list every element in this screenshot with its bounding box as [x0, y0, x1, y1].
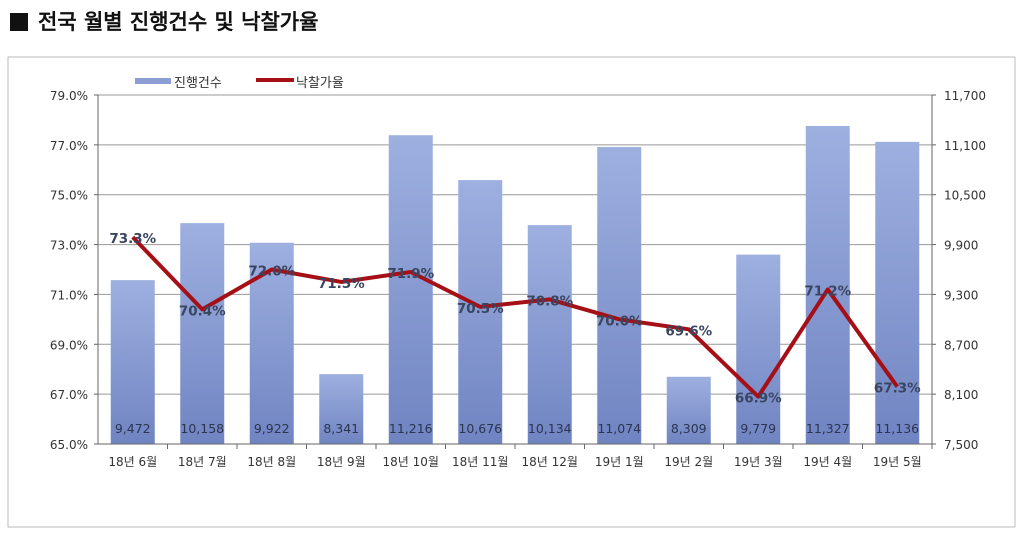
- bar: [319, 374, 364, 444]
- x-tick-label: 19년 1월: [595, 455, 644, 469]
- line-value-label: 70.4%: [179, 303, 226, 319]
- y-left-tick-label: 69.0%: [50, 338, 88, 352]
- x-tick-label: 19년 3월: [734, 455, 783, 469]
- line-value-label: 70.5%: [457, 301, 504, 317]
- chart-border: [7, 56, 1016, 528]
- bar-value-label: 9,922: [254, 421, 290, 436]
- title-text: 전국 월별 진행건수 및 낙찰가율: [38, 10, 319, 34]
- y-left-tick-label: 71.0%: [50, 288, 88, 302]
- x-tick-label: 18년 6월: [108, 455, 157, 469]
- y-right-tick-label: 7,500: [944, 438, 978, 452]
- page-title: 전국 월별 진행건수 및 낙찰가율: [10, 6, 318, 36]
- line-value-label: 67.3%: [874, 381, 921, 397]
- line-value-label: 71.5%: [318, 276, 365, 292]
- x-tick-label: 19년 5월: [873, 455, 922, 469]
- y-left-tick-label: 65.0%: [50, 438, 88, 452]
- bar: [110, 280, 155, 444]
- x-tick-label: 18년 7월: [178, 455, 227, 469]
- bar: [805, 125, 850, 445]
- legend-bar-swatch: [135, 78, 171, 84]
- y-right-tick-label: 8,700: [944, 338, 978, 352]
- line-value-label: 69.6%: [665, 323, 712, 339]
- y-right-tick-label: 11,700: [944, 89, 986, 103]
- x-tick-label: 19년 4월: [803, 455, 852, 469]
- line-series: [131, 235, 899, 399]
- bar: [180, 223, 225, 444]
- y-right-tick-label: 10,500: [944, 189, 986, 203]
- bar-value-label: 11,136: [875, 421, 919, 436]
- bar-value-label: 9,472: [115, 421, 151, 436]
- bar-value-label: 11,216: [389, 421, 433, 436]
- bar: [736, 254, 781, 444]
- line-value-label: 72.0%: [248, 264, 295, 280]
- x-tick-label: 18년 12월: [522, 455, 578, 469]
- x-tick-label: 18년 9월: [317, 455, 366, 469]
- line-value-label: 70.8%: [526, 293, 573, 309]
- line-value-label: 66.9%: [735, 391, 782, 407]
- x-tick-label: 18년 10월: [383, 455, 439, 469]
- legend: 진행건수 낙찰가율: [135, 75, 344, 91]
- bar: [597, 147, 642, 444]
- y-left-tick-label: 79.0%: [50, 89, 88, 103]
- bar: [875, 141, 920, 444]
- y-left-tick-label: 75.0%: [50, 189, 88, 203]
- y-right-tick-label: 8,100: [944, 388, 978, 402]
- bar-value-label: 10,158: [180, 421, 224, 436]
- y-right-tick-label: 9,300: [944, 288, 978, 302]
- line-value-label: 71.9%: [387, 266, 434, 282]
- bar-value-label: 11,074: [597, 421, 641, 436]
- x-tick-label: 19년 2월: [664, 455, 713, 469]
- y-right-tick-label: 9,900: [944, 239, 978, 253]
- square-bullet-icon: [10, 13, 28, 31]
- y-left-tick-label: 67.0%: [50, 388, 88, 402]
- line-value-label: 71.2%: [804, 283, 851, 299]
- y-right-tick-label: 11,100: [944, 139, 986, 153]
- bar-value-label: 10,134: [528, 421, 572, 436]
- bar-value-label: 8,341: [323, 421, 359, 436]
- legend-line-swatch: [256, 78, 294, 82]
- legend-label-bars: 진행건수: [174, 75, 222, 91]
- y-left-tick-label: 73.0%: [50, 239, 88, 253]
- legend-label-line: 낙찰가율: [296, 76, 344, 91]
- bar-value-label: 10,676: [458, 421, 502, 436]
- x-tick-label: 18년 11월: [452, 455, 508, 469]
- y-left-tick-label: 77.0%: [50, 139, 88, 153]
- x-tick-label: 18년 8월: [247, 455, 296, 469]
- bar-value-label: 9,779: [740, 421, 776, 436]
- bar: [666, 376, 711, 444]
- bar: [458, 180, 503, 444]
- line-value-label: 73.3%: [109, 231, 156, 247]
- bar-value-label: 8,309: [671, 421, 707, 436]
- line-value-label: 70.0%: [596, 313, 643, 329]
- bar: [527, 225, 572, 444]
- bar-value-label: 11,327: [806, 421, 850, 436]
- bar: [388, 135, 433, 445]
